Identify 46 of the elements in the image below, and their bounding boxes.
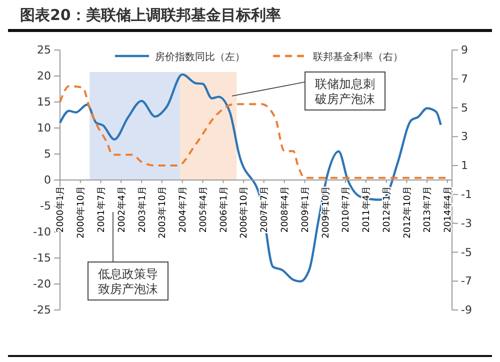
x-tick-label: 2014年4月 (442, 186, 454, 233)
x-tick-label: 2003年1月 (136, 186, 148, 233)
y-tick-label: -25 (33, 304, 51, 317)
x-tick-label: 2004年7月 (177, 186, 188, 233)
legend-label: 联邦基金利率（右） (313, 51, 403, 63)
x-tick-label: 2013年7月 (422, 186, 434, 233)
y2-tick-label: -7 (461, 274, 472, 288)
y-tick-label: 5 (44, 148, 51, 161)
x-tick-label: 2009年10月 (320, 186, 332, 238)
x-tick-label: 2012年10月 (402, 186, 413, 238)
y2-tick-label: 9 (461, 44, 468, 57)
x-tick-label: 2012年1月 (381, 186, 392, 233)
y-tick-label: 20 (37, 70, 51, 83)
y2-tick-label: -9 (461, 304, 472, 317)
y-tick-label: -10 (33, 226, 51, 239)
y-tick-label: 25 (37, 44, 51, 57)
x-tick-label: 2008年4月 (279, 186, 290, 233)
legend-label: 房价指数同比（左） (155, 51, 245, 63)
x-tick-label: 2003年10月 (157, 186, 168, 238)
x-tick-label: 2000年1月 (55, 186, 66, 233)
x-tick-label: 2011年4月 (361, 186, 372, 233)
y-tick-label: 15 (37, 96, 51, 109)
x-tick-label: 2005年4月 (198, 186, 209, 233)
x-tick-label: 2007年7月 (259, 186, 270, 233)
y2-tick-label: -5 (461, 246, 472, 259)
y2-tick-label: -3 (461, 216, 472, 230)
x-tick-label: 2009年1月 (300, 186, 311, 233)
y-tick-label: -15 (33, 252, 51, 265)
y-tick-label: 0 (44, 174, 51, 187)
y2-tick-label: 1 (461, 159, 468, 172)
x-tick-label: 2000年10月 (76, 186, 87, 238)
y-tick-label: -20 (33, 278, 51, 291)
y2-tick-label: 3 (461, 130, 468, 144)
x-tick-label: 2006年1月 (218, 186, 230, 233)
x-tick-label: 2002年4月 (116, 186, 128, 233)
y-tick-label: -5 (40, 200, 51, 213)
y2-tick-label: 7 (461, 72, 468, 86)
x-tick-label: 2001年7月 (96, 186, 107, 233)
chart-title: 图表20：美联储上调联邦基金目标利率 (20, 6, 281, 24)
y2-tick-label: -1 (461, 188, 472, 201)
annotation: 低息政策导致房产泡沫 (98, 267, 158, 296)
x-tick-label: 2010年7月 (340, 186, 352, 233)
y2-tick-label: 5 (461, 101, 468, 114)
y-tick-label: 10 (37, 122, 51, 135)
x-tick-label: 2006年10月 (238, 186, 250, 238)
annotation: 联储加息刺破房产泡沫 (314, 77, 375, 106)
